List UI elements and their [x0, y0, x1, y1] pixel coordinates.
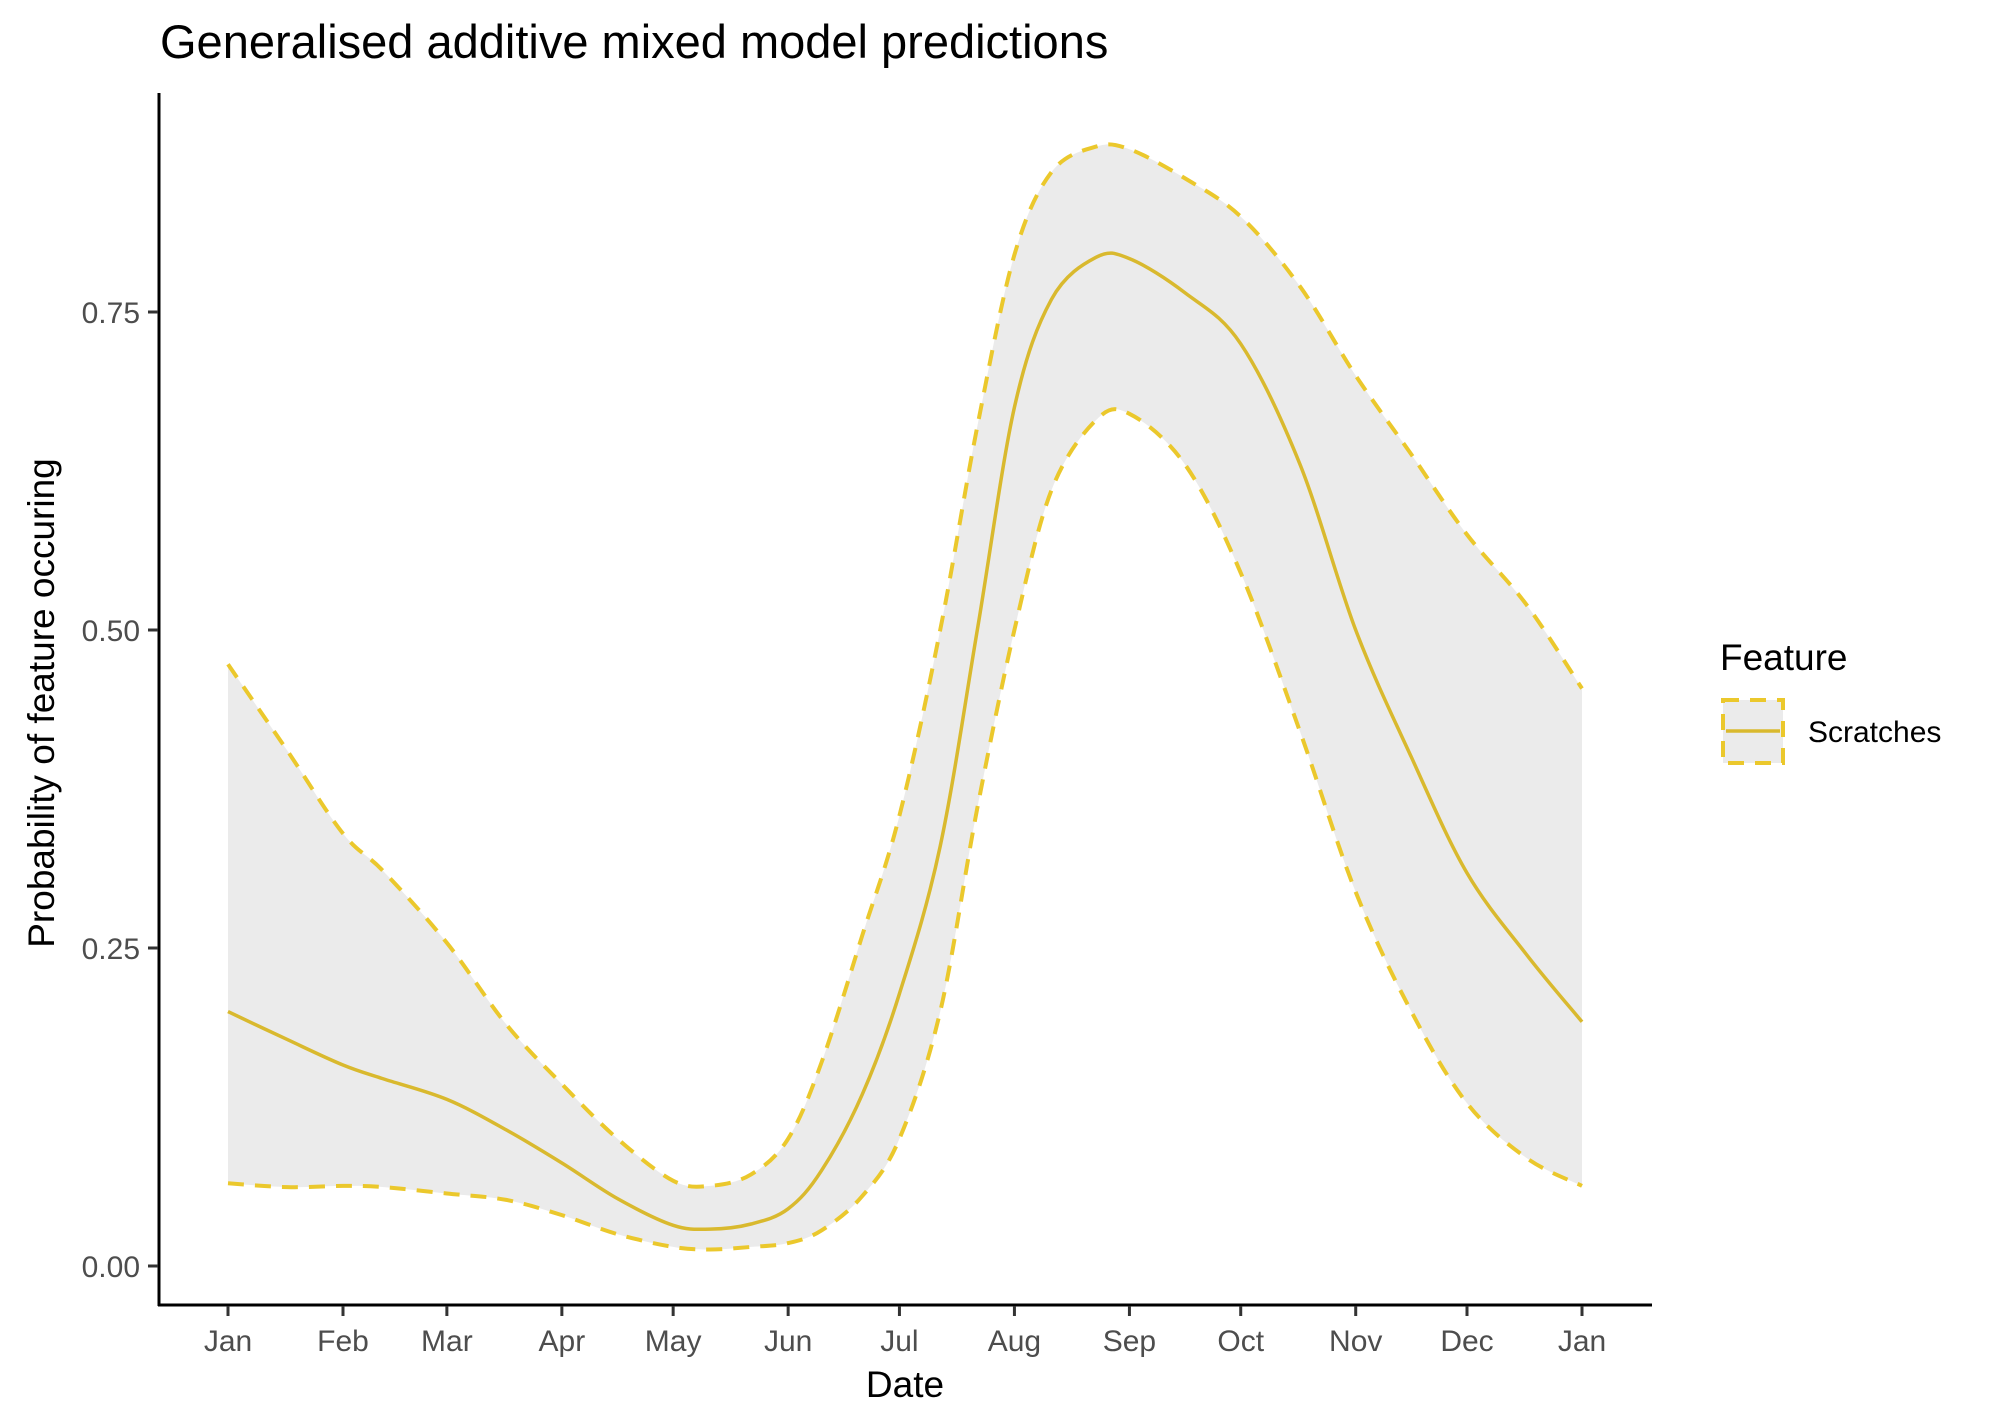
confidence-ribbon — [228, 144, 1582, 1250]
x-tick-label: Sep — [1103, 1325, 1156, 1358]
y-axis-title: Probability of feature occuring — [21, 458, 62, 948]
x-tick-label: Dec — [1440, 1325, 1493, 1358]
legend-label-scratches: Scratches — [1808, 716, 1941, 749]
y-tick-label: 0.00 — [82, 1251, 140, 1284]
x-axis-ticks: Jan Feb Mar Apr May Jun Jul Aug Sep Oct Nov Dec Jan — [204, 1306, 1606, 1358]
y-tick-label: 0.25 — [82, 933, 140, 966]
x-tick-label: May — [645, 1325, 702, 1358]
x-tick-label: Mar — [421, 1325, 473, 1358]
lower-ci-line — [227, 407, 1583, 1252]
legend-key-ci-border — [1721, 698, 1785, 765]
x-tick-label: Jul — [880, 1325, 918, 1358]
x-tick-label: Apr — [539, 1325, 586, 1358]
x-tick-label: Jan — [1558, 1325, 1606, 1358]
legend-title: Feature — [1720, 637, 1848, 678]
x-tick-label: Feb — [317, 1325, 369, 1358]
x-tick-label: Jan — [204, 1325, 252, 1358]
x-tick-label: Jun — [764, 1325, 812, 1358]
chart-title: Generalised additive mixed model predict… — [160, 15, 1108, 68]
x-axis-title: Date — [866, 1364, 944, 1405]
upper-ci-line — [226, 142, 1584, 1189]
x-tick-label: Aug — [988, 1325, 1041, 1358]
x-tick-label: Nov — [1329, 1325, 1382, 1358]
mean-prediction-line — [227, 251, 1584, 1232]
y-tick-label: 0.75 — [82, 297, 140, 330]
x-tick-label: Oct — [1217, 1325, 1264, 1358]
plot-area — [226, 142, 1584, 1252]
y-tick-label: 0.50 — [82, 615, 140, 648]
y-axis-ticks: 0.00 0.25 0.50 0.75 — [82, 297, 158, 1284]
legend: Feature Scratches — [1720, 637, 1941, 765]
